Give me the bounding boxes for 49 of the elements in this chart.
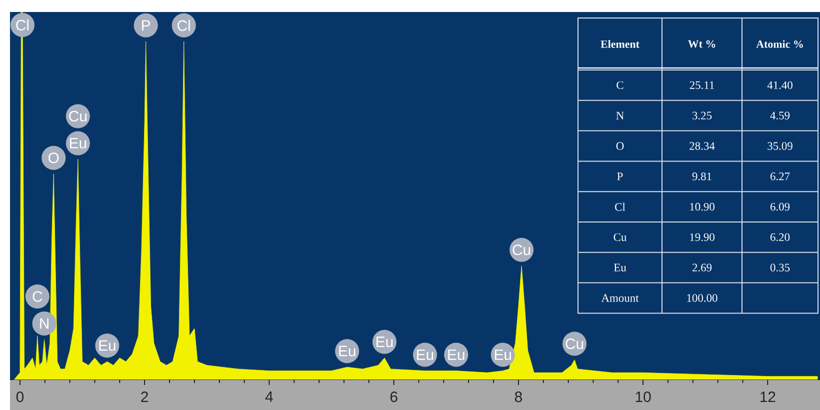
- annotation: 28.34: [690, 142, 715, 150]
- annotation: 35.09: [768, 142, 792, 150]
- annotation: Cl: [178, 20, 190, 31]
- annotation: Eu: [448, 350, 464, 360]
- annotation: 10.90: [690, 202, 714, 211]
- annotation: Eu: [417, 350, 434, 360]
- annotation: C: [616, 81, 624, 90]
- annotation: 0.35: [770, 264, 790, 272]
- annotation: Cu: [512, 244, 530, 256]
- x-tick-label: 4: [265, 392, 273, 402]
- x-tick-label: 0: [16, 392, 24, 402]
- annotation: 19.90: [690, 233, 714, 242]
- annotation: Eu: [99, 340, 116, 351]
- annotation: N: [616, 112, 624, 120]
- annotation: C: [32, 291, 42, 302]
- annotation: 6.20: [770, 233, 790, 242]
- annotation: Cu: [69, 110, 86, 122]
- annotation: P: [617, 172, 623, 180]
- annotation: Eu: [614, 264, 626, 272]
- annotation: 6.09: [770, 202, 790, 211]
- x-tick-label: 6: [390, 392, 398, 402]
- x-tick-label: 8: [514, 392, 522, 402]
- x-tick-label: 12: [760, 392, 776, 402]
- x-tick-label: 2: [141, 392, 148, 402]
- annotation: Wt %: [688, 40, 716, 48]
- annotation: Cu: [614, 233, 626, 242]
- annotation: O: [616, 142, 624, 150]
- annotation: 25.11: [690, 81, 714, 90]
- annotation: Eu: [376, 336, 393, 348]
- annotation: P: [142, 20, 150, 31]
- annotation: 9.81: [692, 172, 712, 180]
- annotation: 4.59: [770, 112, 790, 120]
- x-tick-label: 10: [636, 392, 651, 402]
- annotation: 3.25: [692, 112, 712, 120]
- annotation: Cu: [566, 338, 584, 350]
- annotation: Cl: [615, 202, 626, 211]
- annotation: O: [48, 152, 59, 164]
- annotation: 2.69: [692, 264, 712, 272]
- annotation: 41.40: [767, 81, 792, 90]
- annotation: Amount: [601, 294, 639, 302]
- annotation: Atomic %: [756, 40, 803, 48]
- annotation: Eu: [70, 138, 86, 148]
- annotation: 6.27: [770, 172, 790, 180]
- annotation: N: [40, 318, 48, 329]
- annotation: Eu: [339, 346, 356, 356]
- annotation: 100.00: [687, 294, 718, 302]
- annotation: Element: [600, 40, 640, 48]
- annotation: Eu: [494, 350, 512, 360]
- annotation: Cl: [16, 20, 29, 30]
